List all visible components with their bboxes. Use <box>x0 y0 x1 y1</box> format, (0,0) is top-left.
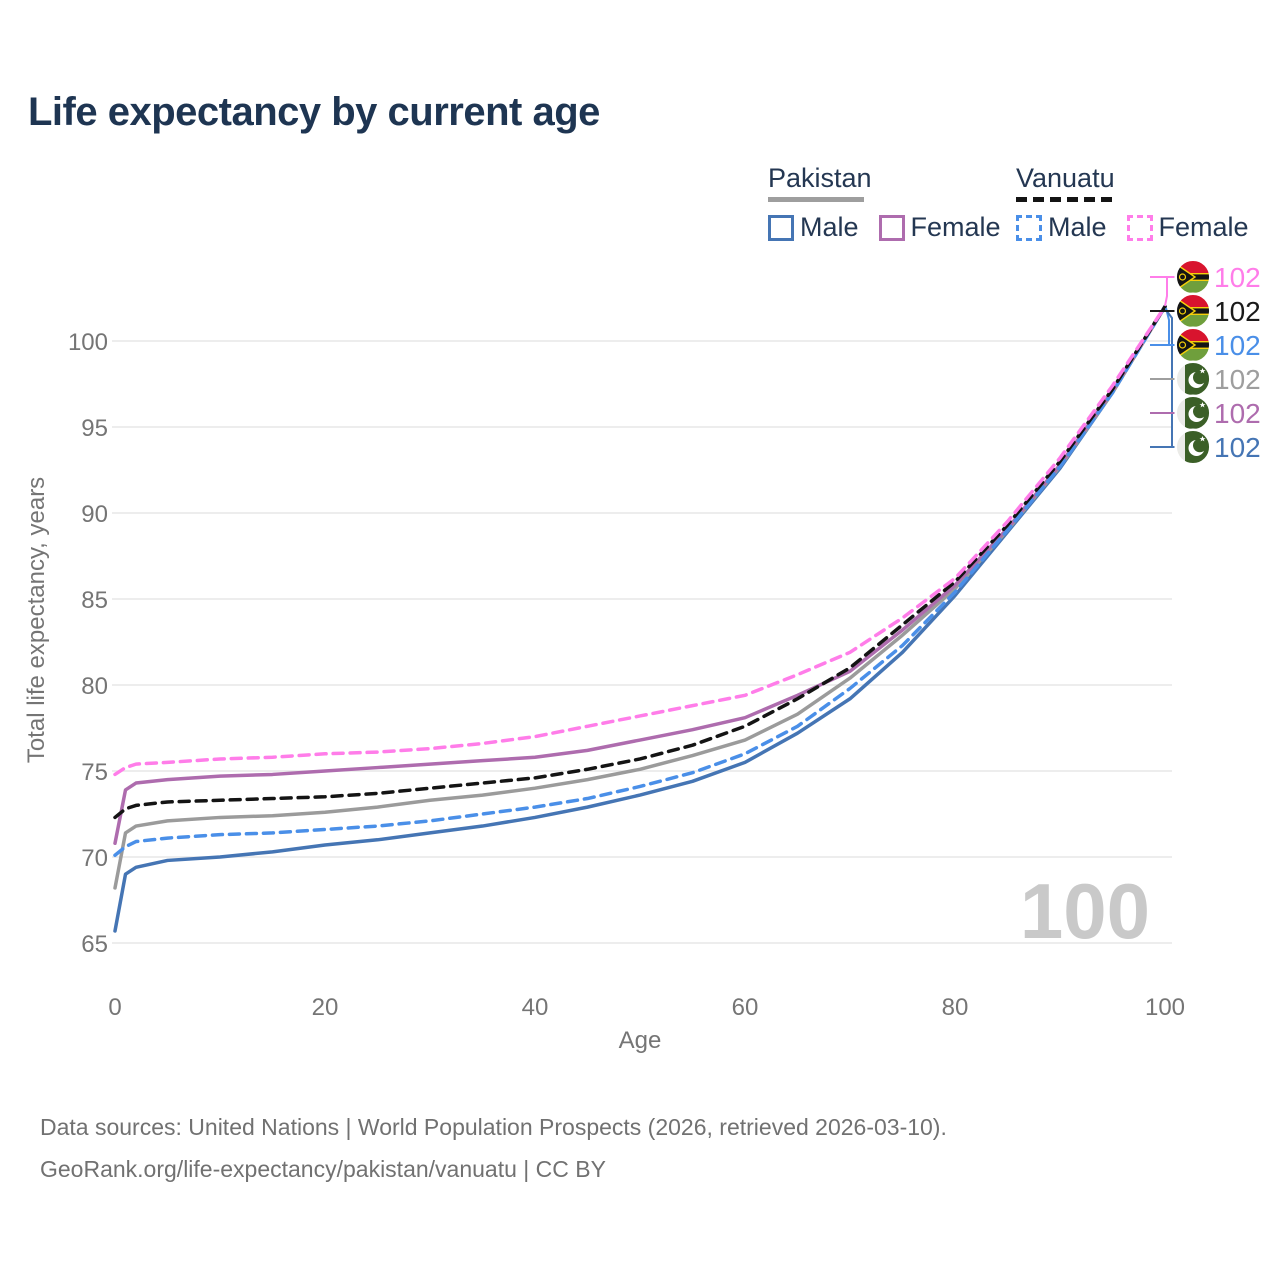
end-value-label-vanuatu-male: 102 <box>1214 330 1261 361</box>
leader-line-vanuatu-female <box>1164 277 1168 307</box>
data-sources-text: Data sources: United Nations | World Pop… <box>40 1114 947 1140</box>
chart-footer: Data sources: United Nations | World Pop… <box>40 1106 947 1190</box>
vanuatu-flag-icon <box>1174 326 1212 364</box>
end-value-label-vanuatu-female: 102 <box>1214 262 1261 293</box>
x-axis-title: Age <box>619 1027 662 1054</box>
vanuatu-flag-icon <box>1174 258 1212 296</box>
x-tick-label-0: 0 <box>108 994 121 1021</box>
legend-group-pakistan: Pakistan Male Female <box>768 163 1001 243</box>
legend-title-vanuatu: Vanuatu <box>1016 163 1115 193</box>
legend-item-pakistan-female[interactable]: Female <box>878 212 1001 243</box>
y-tick-label-95: 95 <box>81 415 108 442</box>
legend-label-vanuatu-female: Female <box>1158 212 1249 242</box>
y-tick-label-75: 75 <box>81 759 108 786</box>
end-value-label-pakistan-male: 102 <box>1214 432 1261 463</box>
series-line-pakistan-all <box>113 304 1167 890</box>
y-tick-label-65: 65 <box>81 931 108 958</box>
legend-label-pakistan-male: Male <box>800 212 859 242</box>
y-axis-title: Total life expectancy, years <box>23 477 50 763</box>
series-line-pakistan-female <box>113 304 1167 845</box>
series-line-vanuatu-male <box>113 304 1167 858</box>
y-tick-label-85: 85 <box>81 587 108 614</box>
chart-title: Life expectancy by current age <box>28 90 600 134</box>
end-value-label-pakistan-all: 102 <box>1214 364 1261 395</box>
legend-item-vanuatu-female[interactable]: Female <box>1126 212 1249 243</box>
vanuatu-flag-icon <box>1174 292 1212 330</box>
x-tick-label-100: 100 <box>1145 994 1185 1021</box>
y-tick-label-90: 90 <box>81 501 108 528</box>
end-value-label-pakistan-female: 102 <box>1214 398 1261 429</box>
pakistan-male-swatch-icon <box>768 214 794 241</box>
attribution-text: GeoRank.org/life-expectancy/pakistan/van… <box>40 1156 606 1182</box>
series-line-vanuatu-female <box>113 304 1167 777</box>
end-value-label-vanuatu-all: 102 <box>1214 296 1261 327</box>
series-line-pakistan-male <box>113 304 1167 933</box>
series-line-vanuatu-all <box>113 304 1167 820</box>
legend-underline-vanuatu-dashed-line <box>1016 197 1116 202</box>
y-tick-label-80: 80 <box>81 673 108 700</box>
pakistan-flag-icon <box>1174 394 1212 432</box>
leader-line-pakistan-male <box>1165 309 1173 447</box>
pakistan-female-swatch-icon <box>878 214 905 241</box>
pakistan-flag-icon <box>1174 428 1212 466</box>
legend-title-pakistan: Pakistan <box>768 163 872 193</box>
vanuatu-female-swatch-icon <box>1126 214 1153 241</box>
x-tick-label-20: 20 <box>312 994 339 1021</box>
legend-group-vanuatu: Vanuatu Male Female <box>1016 163 1249 243</box>
legend-underline-pakistan-solid-line <box>768 197 864 202</box>
x-tick-label-40: 40 <box>522 994 549 1021</box>
vanuatu-male-swatch-icon <box>1016 214 1042 241</box>
legend-item-vanuatu-male[interactable]: Male <box>1016 212 1107 243</box>
legend-item-pakistan-male[interactable]: Male <box>768 212 859 243</box>
x-tick-label-60: 60 <box>732 994 759 1021</box>
legend-label-vanuatu-male: Male <box>1048 212 1107 242</box>
watermark-100: 100 <box>1020 867 1150 955</box>
legend-label-pakistan-female: Female <box>910 212 1001 242</box>
x-tick-label-80: 80 <box>942 994 969 1021</box>
pakistan-flag-icon <box>1174 360 1212 398</box>
y-tick-label-70: 70 <box>81 845 108 872</box>
y-tick-label-100: 100 <box>68 329 108 356</box>
